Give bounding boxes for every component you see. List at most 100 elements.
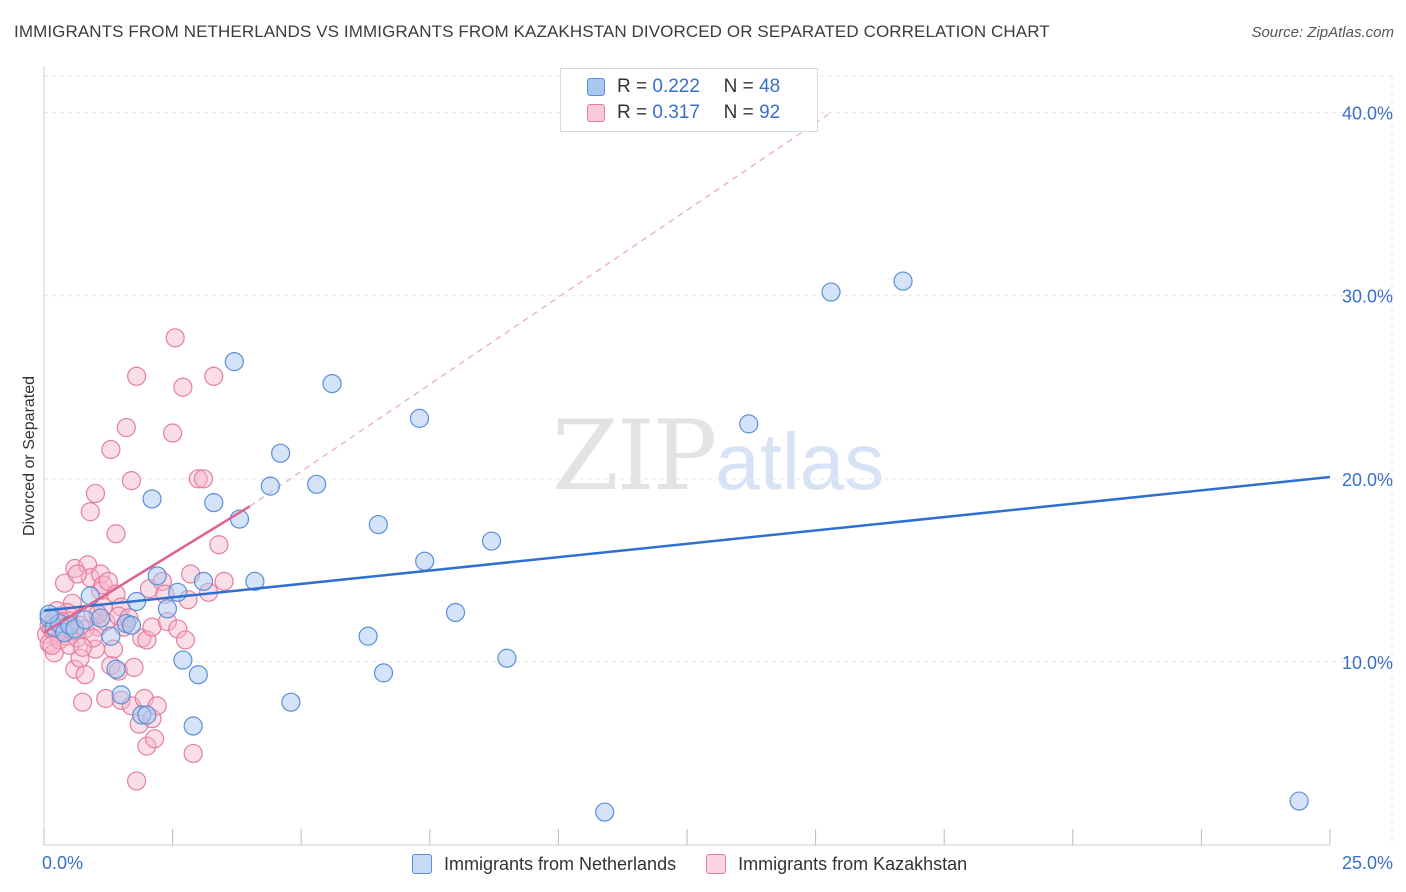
point-kazakhstan-57 — [137, 736, 157, 756]
legend-item-kazakhstan: Immigrants from Kazakhstan — [706, 854, 967, 875]
legend-n-value: 48 — [759, 76, 781, 97]
point-netherlands-19 — [157, 599, 178, 619]
point-netherlands-33 — [322, 374, 342, 394]
point-netherlands-44 — [821, 282, 841, 302]
chart-title: IMMIGRANTS FROM NETHERLANDS VS IMMIGRANT… — [14, 22, 1050, 41]
point-kazakhstan-73 — [183, 743, 203, 764]
trend-kazakhstan — [43, 505, 251, 634]
point-kazakhstan-69 — [173, 377, 193, 397]
point-netherlands-42 — [595, 802, 615, 822]
y-tick-label-3: 40.0% — [1342, 104, 1393, 124]
point-kazakhstan-90 — [72, 637, 93, 657]
point-netherlands-30 — [271, 443, 291, 463]
point-netherlands-41 — [497, 648, 517, 668]
correlation-legend: R = 0.222 N = 48 R = 0.317 N = 92 — [560, 68, 818, 132]
legend-swatch-pink — [587, 104, 605, 122]
point-kazakhstan-41 — [106, 524, 126, 544]
point-netherlands-28 — [245, 571, 265, 591]
point-kazakhstan-16 — [65, 659, 85, 679]
point-kazakhstan-61 — [144, 729, 165, 749]
point-netherlands-46 — [1289, 791, 1309, 811]
grid-lines — [44, 75, 1393, 845]
legend-n-label: N = — [723, 102, 754, 123]
point-kazakhstan-26 — [80, 502, 100, 522]
point-netherlands-43 — [739, 414, 759, 434]
point-netherlands-9 — [101, 626, 121, 646]
point-kazakhstan-37 — [101, 439, 121, 460]
axes — [43, 66, 1331, 846]
legend-row-kazakhstan: R = 0.317 N = 92 — [587, 101, 780, 125]
point-kazakhstan-77 — [204, 366, 224, 386]
point-kazakhstan-50 — [124, 657, 144, 677]
point-netherlands-7 — [80, 586, 100, 606]
source-label: Source: ZipAtlas.com — [1251, 24, 1394, 41]
point-netherlands-13 — [121, 615, 142, 635]
watermark-zip: ZIP — [552, 400, 717, 512]
point-netherlands-45 — [893, 271, 913, 291]
point-netherlands-40 — [481, 531, 502, 551]
point-netherlands-39 — [445, 602, 466, 623]
point-kazakhstan-51 — [126, 366, 147, 386]
point-kazakhstan-22 — [75, 665, 95, 685]
legend-swatch-blue — [587, 78, 605, 96]
tick-labels: 10.0% 20.0% 30.0% 40.0% 0.0% 25.0% — [42, 104, 1393, 873]
legend-n-value: 92 — [759, 102, 781, 123]
trend-lines — [249, 112, 832, 507]
legend-swatch-pink — [706, 854, 727, 874]
legend-r-label: R = — [617, 76, 648, 97]
point-kazakhstan-78 — [209, 535, 229, 555]
point-netherlands-37 — [409, 408, 430, 428]
point-netherlands-26 — [224, 352, 244, 372]
point-netherlands-25 — [204, 493, 224, 513]
series-legend: Immigrants from Netherlands Immigrants f… — [412, 852, 997, 876]
point-netherlands-36 — [373, 663, 394, 683]
point-kazakhstan-21 — [72, 692, 93, 712]
point-netherlands-16 — [137, 705, 157, 725]
trend-netherlands — [43, 475, 1331, 612]
data-points — [36, 271, 1309, 822]
legend-swatch-blue — [412, 854, 432, 874]
point-netherlands-23 — [188, 665, 208, 685]
y-tick-label-1: 20.0% — [1342, 470, 1393, 490]
point-kazakhstan-68 — [168, 619, 188, 639]
y-axis-label: Divorced or Separated — [21, 376, 38, 536]
point-netherlands-17 — [142, 489, 162, 509]
point-netherlands-11 — [111, 685, 131, 705]
point-netherlands-10 — [106, 659, 126, 679]
point-kazakhstan-4 — [44, 643, 64, 663]
y-tick-label-2: 30.0% — [1342, 287, 1393, 307]
legend-label-netherlands: Immigrants from Netherlands — [444, 853, 677, 874]
point-kazakhstan-81 — [67, 564, 88, 584]
point-kazakhstan-66 — [163, 423, 183, 443]
point-kazakhstan-79 — [214, 571, 234, 591]
point-netherlands-21 — [173, 650, 193, 670]
point-netherlands-22 — [183, 716, 203, 736]
x-tick-label-max: 25.0% — [1342, 853, 1393, 873]
point-netherlands-35 — [368, 514, 388, 535]
point-netherlands-24 — [193, 571, 214, 591]
x-tick-label-min: 0.0% — [42, 853, 83, 873]
point-netherlands-34 — [358, 626, 378, 646]
legend-item-netherlands: Immigrants from Netherlands — [412, 854, 676, 875]
y-tick-label-0: 10.0% — [1342, 653, 1393, 673]
point-kazakhstan-67 — [165, 328, 185, 348]
point-netherlands-29 — [260, 476, 280, 496]
point-kazakhstan-70 — [175, 630, 196, 650]
point-netherlands-18 — [147, 566, 167, 586]
point-kazakhstan-56 — [137, 630, 157, 650]
legend-n-label: N = — [723, 76, 754, 97]
point-netherlands-8 — [90, 608, 111, 628]
legend-r-value: 0.317 — [652, 102, 700, 123]
point-netherlands-47 — [39, 604, 59, 624]
legend-r-value: 0.222 — [652, 76, 700, 97]
legend-r-label: R = — [617, 102, 648, 123]
point-netherlands-38 — [415, 551, 435, 571]
point-kazakhstan-75 — [193, 469, 214, 489]
point-kazakhstan-74 — [188, 469, 208, 489]
point-kazakhstan-88 — [42, 635, 62, 656]
point-kazakhstan-46 — [116, 417, 136, 438]
point-netherlands-32 — [307, 474, 327, 494]
point-kazakhstan-28 — [85, 483, 106, 504]
point-kazakhstan-52 — [126, 771, 147, 791]
